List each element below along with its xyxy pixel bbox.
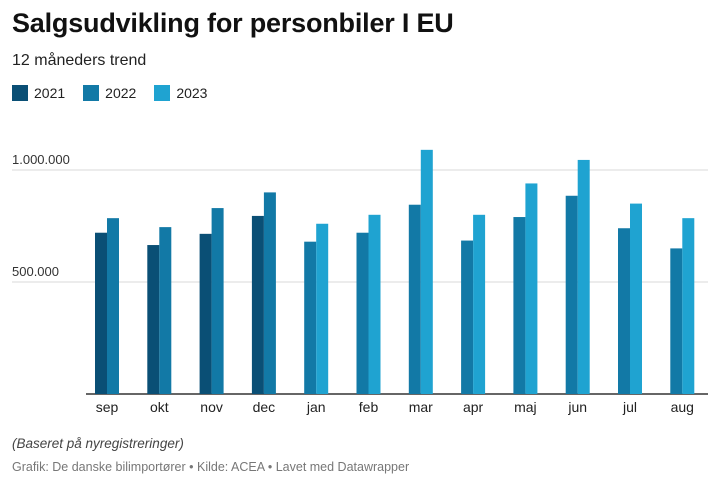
- legend-swatch-2021: [12, 85, 28, 101]
- bar-aug-2023: [682, 218, 695, 394]
- x-tick-label: nov: [200, 399, 223, 415]
- legend: 2021 2022 2023: [12, 85, 207, 101]
- bar-jun-2023: [577, 159, 590, 394]
- legend-label-2022: 2022: [105, 85, 137, 101]
- bar-dec-2021: [251, 215, 264, 394]
- legend-item-2022: 2022: [83, 85, 136, 101]
- bar-jan-2023: [316, 223, 329, 394]
- bar-nov-2022: [211, 208, 224, 394]
- x-tick-label: okt: [150, 399, 169, 415]
- bar-feb-2023: [368, 214, 381, 394]
- x-tick-label: jul: [622, 399, 637, 415]
- chart-subtitle: 12 måneders trend: [12, 52, 147, 69]
- x-tick-label: jan: [306, 399, 326, 415]
- bar-apr-2022: [461, 240, 474, 394]
- bar-okt-2021: [147, 245, 160, 394]
- x-tick-label: maj: [514, 399, 537, 415]
- bar-maj-2022: [513, 217, 526, 394]
- y-tick-label: 500.000: [12, 264, 59, 279]
- x-tick-label: mar: [409, 399, 433, 415]
- bar-jul-2022: [618, 228, 630, 394]
- bar-maj-2023: [525, 183, 538, 394]
- bar-dec-2022: [263, 192, 276, 394]
- bar-mar-2022: [408, 204, 421, 394]
- bar-jan-2022: [304, 241, 317, 394]
- legend-label-2023: 2023: [176, 85, 208, 101]
- bar-nov-2021: [199, 233, 212, 394]
- legend-swatch-2023: [154, 85, 171, 101]
- bar-jun-2022: [565, 195, 578, 394]
- bar-sep-2022: [107, 218, 119, 394]
- legend-swatch-2022: [83, 85, 100, 101]
- chart-title: Salgsudvikling for personbiler I EU: [12, 8, 454, 38]
- bar-aug-2022: [670, 248, 683, 394]
- chart-credits: Grafik: De danske bilimportører • Kilde:…: [12, 460, 410, 474]
- x-tick-label: sep: [96, 399, 119, 415]
- x-tick-label: jun: [567, 399, 587, 415]
- x-tick-label: dec: [253, 399, 276, 415]
- bar-apr-2023: [473, 214, 486, 394]
- legend-item-2023: 2023: [154, 85, 207, 101]
- y-tick-label: 1.000.000: [12, 152, 70, 167]
- chart-note: (Baseret på nyregistreringer): [12, 436, 184, 451]
- bar-okt-2022: [159, 227, 172, 394]
- x-tick-label: apr: [463, 399, 484, 415]
- bar-feb-2022: [356, 232, 369, 394]
- legend-item-2021: 2021: [12, 85, 65, 101]
- bar-jul-2023: [630, 203, 642, 394]
- bar-sep-2021: [95, 232, 107, 394]
- x-tick-label: feb: [359, 399, 379, 415]
- legend-label-2021: 2021: [34, 85, 66, 101]
- bar-mar-2023: [420, 149, 433, 394]
- x-tick-label: aug: [671, 399, 694, 415]
